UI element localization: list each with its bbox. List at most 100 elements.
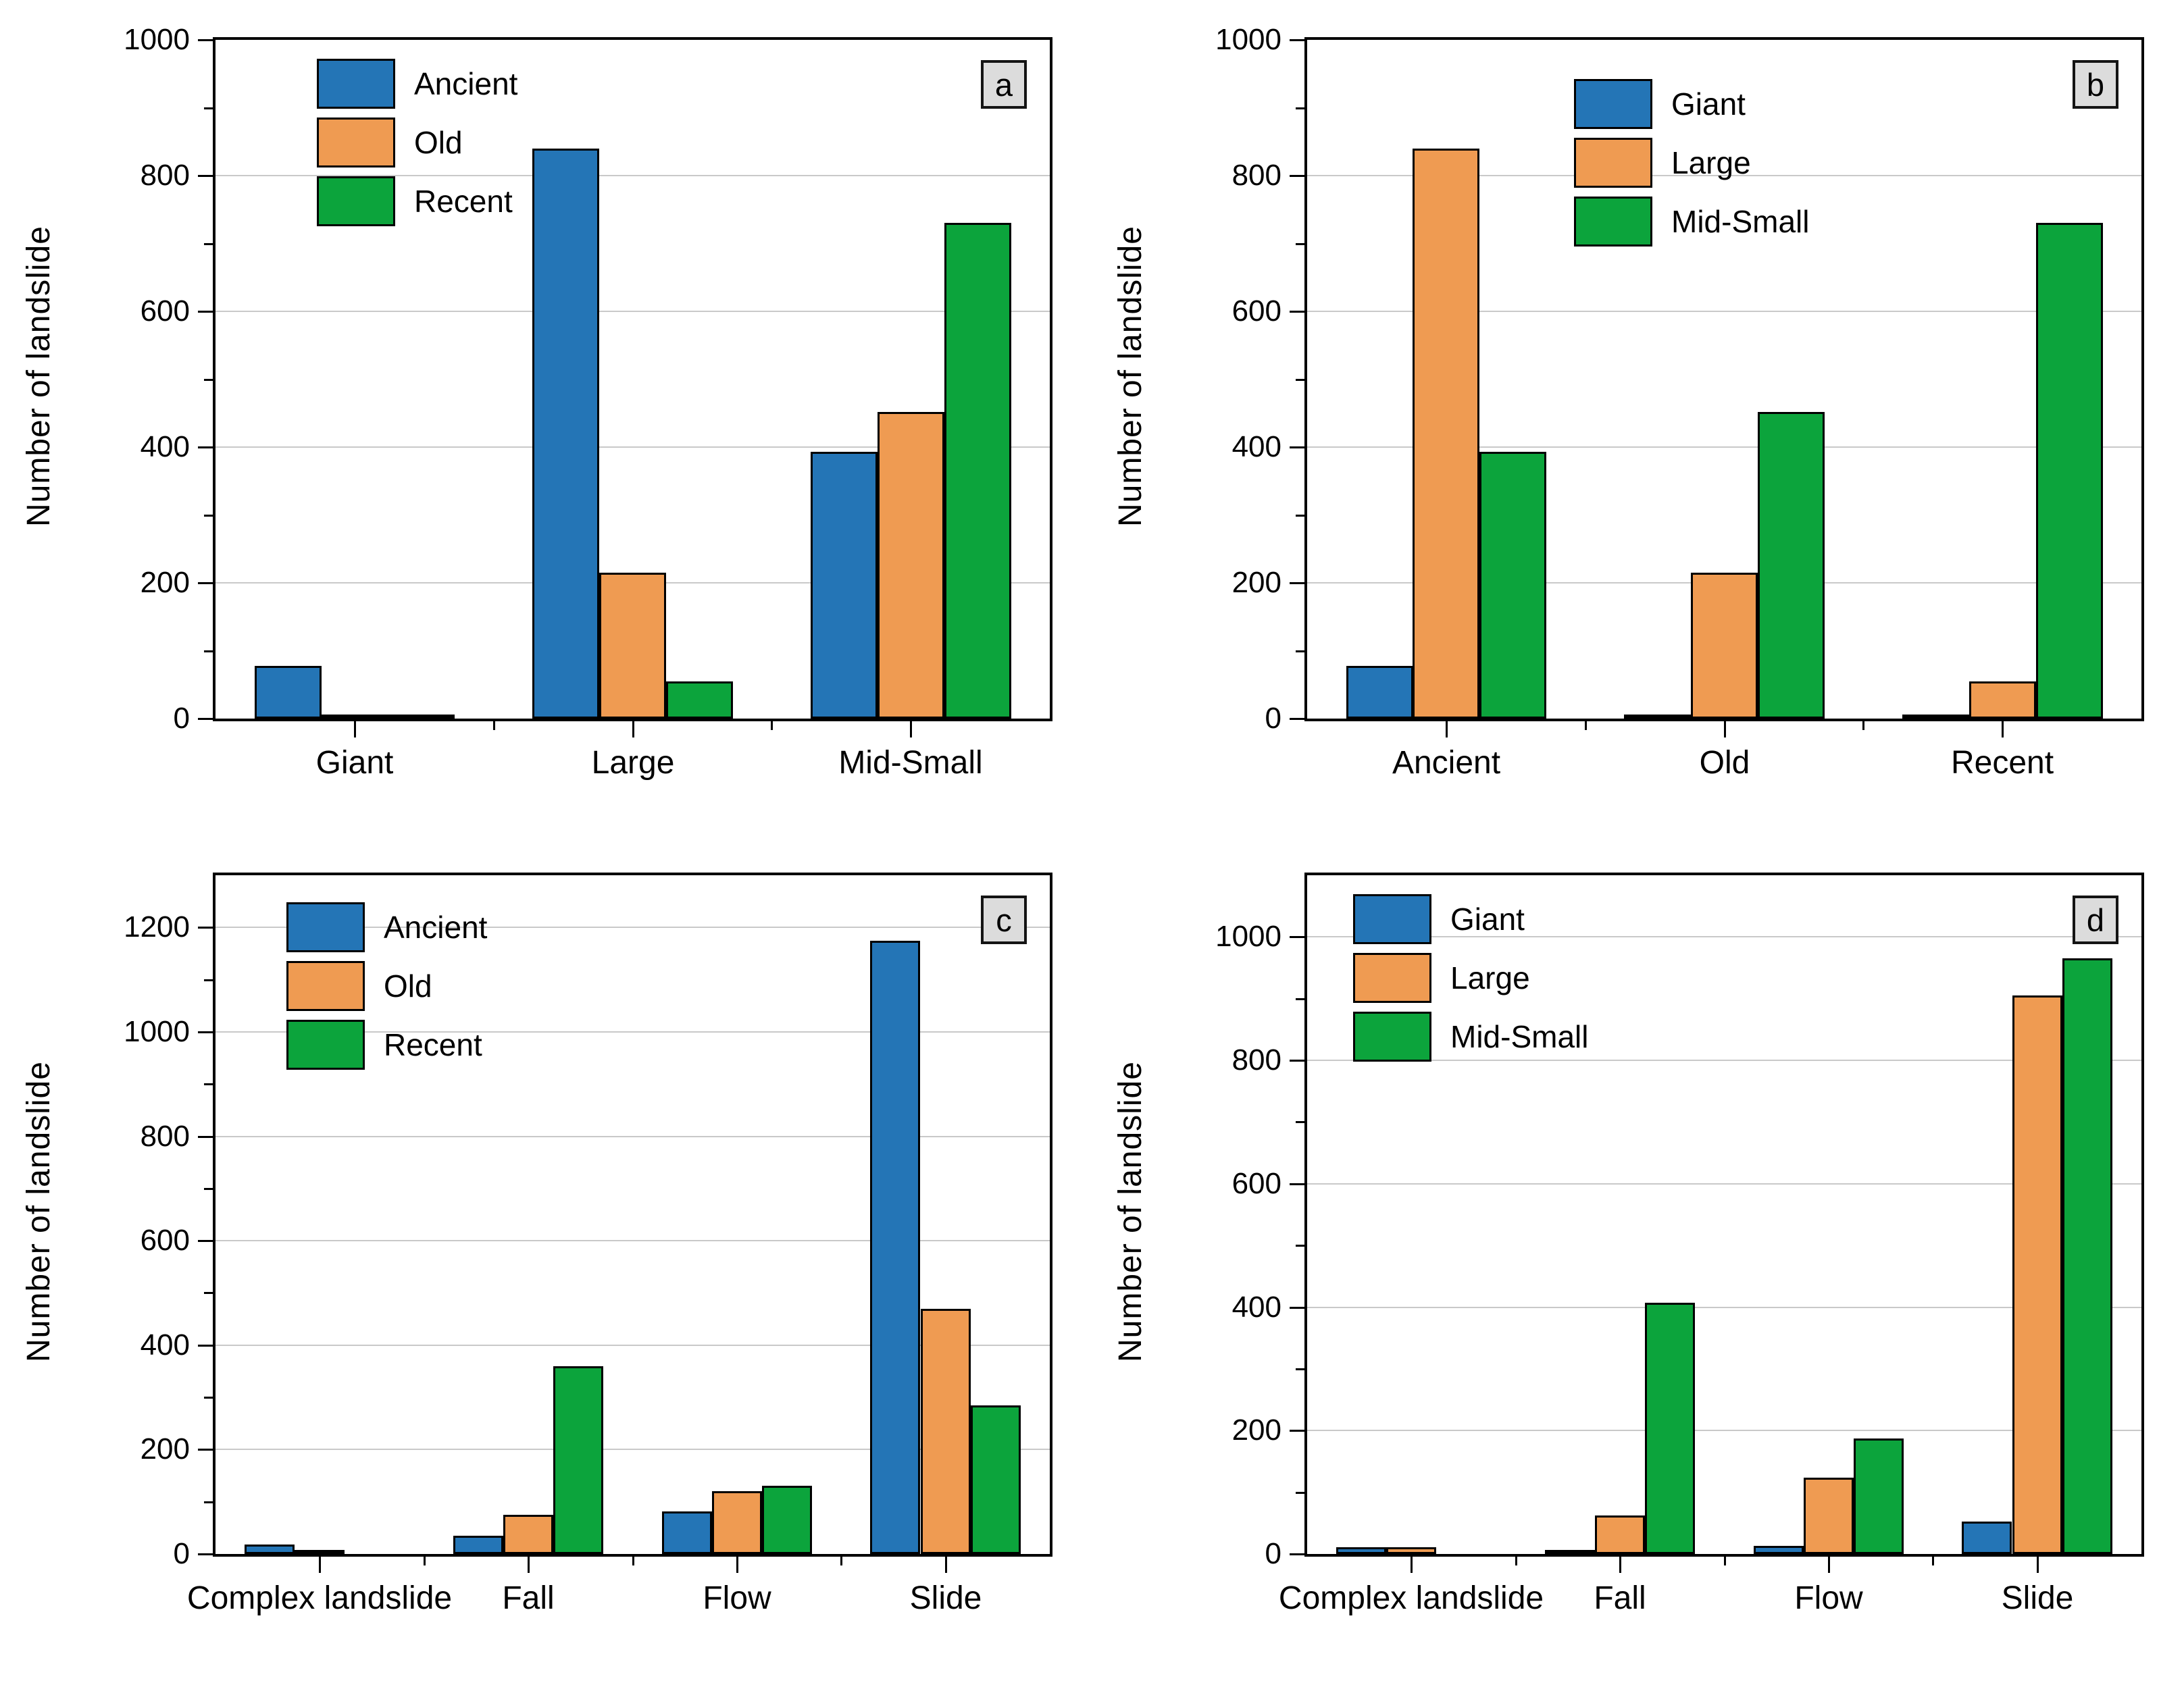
- y-major-tick: [1290, 936, 1304, 938]
- legend-swatch-icon: [1353, 1012, 1431, 1062]
- y-tick-label: 600: [1231, 1167, 1281, 1200]
- legend-label: Large: [1450, 960, 1530, 995]
- bar-mid-small-old: [1758, 412, 1825, 719]
- y-minor-tick: [204, 650, 213, 652]
- bar-large-flow: [1804, 1478, 1854, 1554]
- major-gridline: [215, 1345, 1050, 1346]
- y-major-tick: [198, 582, 213, 584]
- y-major-tick: [198, 1449, 213, 1451]
- y-minor-tick: [1296, 243, 1304, 245]
- legend-entry: Recent: [286, 1020, 487, 1070]
- y-minor-tick: [204, 1188, 213, 1190]
- bar-giant-recent: [1902, 715, 1969, 719]
- panel-letter-badge: a: [981, 60, 1027, 109]
- panel-letter-badge: d: [2073, 896, 2118, 944]
- legend: Giant Large Mid-Small: [1353, 894, 1588, 1062]
- x-category-label: Large: [591, 745, 675, 781]
- legend: Ancient Old Recent: [317, 59, 517, 226]
- major-gridline: [215, 175, 1050, 176]
- y-tick-label: 1000: [124, 23, 190, 56]
- y-major-tick: [198, 175, 213, 177]
- y-tick-label: 400: [140, 1328, 190, 1362]
- legend-label: Giant: [1671, 86, 1746, 122]
- x-category-label: Fall: [1594, 1580, 1646, 1616]
- legend-swatch-icon: [317, 59, 395, 109]
- legend-swatch-icon: [317, 176, 395, 226]
- legend-entry: Recent: [317, 176, 517, 226]
- y-major-tick: [198, 446, 213, 448]
- bar-ancient-large: [532, 149, 599, 719]
- y-tick-label: 1000: [124, 1015, 190, 1048]
- bar-large-recent: [1969, 681, 2036, 719]
- y-axis-title: Number of landslide: [21, 226, 57, 527]
- major-gridline: [215, 1136, 1050, 1137]
- y-minor-tick: [204, 515, 213, 517]
- plot-area-a: Ancient Old Recent a: [213, 37, 1052, 721]
- y-major-tick: [198, 718, 213, 720]
- x-category-label: Old: [1699, 745, 1750, 781]
- bar-giant-ancient: [1346, 666, 1413, 719]
- legend-swatch-icon: [286, 961, 365, 1011]
- legend-entry: Giant: [1574, 79, 1809, 129]
- y-minor-tick: [204, 1397, 213, 1399]
- y-tick-label: 1000: [1215, 23, 1281, 56]
- bar-recent-fall: [553, 1366, 603, 1554]
- bar-mid-small-ancient: [1479, 452, 1546, 719]
- bar-recent-flow: [762, 1486, 812, 1554]
- y-major-tick: [1290, 311, 1304, 313]
- x-minor-tick: [1932, 1557, 1934, 1565]
- y-major-tick: [198, 1553, 213, 1555]
- major-gridline: [215, 927, 1050, 928]
- legend-entry: Large: [1574, 138, 1809, 188]
- y-minor-tick: [204, 1292, 213, 1294]
- y-major-tick: [198, 1136, 213, 1138]
- legend-label: Ancient: [384, 910, 488, 945]
- y-tick-label: 200: [1231, 1414, 1281, 1447]
- bar-ancient-fall: [453, 1536, 503, 1554]
- legend-swatch-icon: [286, 1020, 365, 1070]
- x-major-tick: [1446, 721, 1448, 737]
- y-tick-label: 0: [1265, 702, 1281, 735]
- major-gridline: [1307, 1060, 2141, 1061]
- y-tick-label: 1200: [124, 910, 190, 943]
- x-minor-tick: [771, 721, 773, 730]
- bar-large-slide: [2012, 995, 2062, 1554]
- bar-ancient-mid-small: [811, 452, 878, 719]
- major-gridline: [1307, 936, 2141, 937]
- major-gridline: [1307, 175, 2141, 176]
- panel-letter-badge: b: [2073, 60, 2118, 109]
- y-tick-label: 400: [140, 430, 190, 463]
- y-major-tick: [198, 311, 213, 313]
- legend-swatch-icon: [1574, 197, 1652, 247]
- bar-large-old: [1691, 573, 1758, 719]
- legend-entry: Old: [317, 118, 517, 167]
- y-major-tick: [198, 1345, 213, 1347]
- legend-label: Recent: [414, 184, 513, 219]
- legend-label: Old: [384, 968, 432, 1004]
- bar-mid-small-flow: [1854, 1438, 1904, 1554]
- x-category-label: Giant: [315, 745, 394, 781]
- major-gridline: [215, 1031, 1050, 1033]
- x-major-tick: [1619, 1557, 1621, 1573]
- y-minor-tick: [1296, 1368, 1304, 1370]
- y-major-tick: [198, 927, 213, 929]
- bar-giant-old: [1624, 715, 1691, 719]
- y-tick-label: 1000: [1215, 920, 1281, 953]
- y-minor-tick: [1296, 379, 1304, 381]
- y-major-tick: [1290, 1553, 1304, 1555]
- x-category-label: Complex landslide: [186, 1580, 453, 1616]
- x-category-label: Mid-Small: [838, 745, 983, 781]
- bar-ancient-slide: [870, 941, 920, 1554]
- x-major-tick: [319, 1557, 321, 1573]
- major-gridline: [215, 1240, 1050, 1241]
- x-major-tick: [1411, 1557, 1413, 1573]
- x-major-tick: [1724, 721, 1726, 737]
- y-axis-title: Number of landslide: [1113, 226, 1148, 527]
- legend-swatch-icon: [1353, 953, 1431, 1003]
- chart-panel-b: Number of landslide Giant Large Mid-Small b…: [1092, 0, 2184, 842]
- y-tick-label: 800: [1231, 1043, 1281, 1077]
- y-tick-label: 600: [140, 1224, 190, 1257]
- x-minor-tick: [840, 1557, 842, 1565]
- y-minor-tick: [1296, 998, 1304, 1000]
